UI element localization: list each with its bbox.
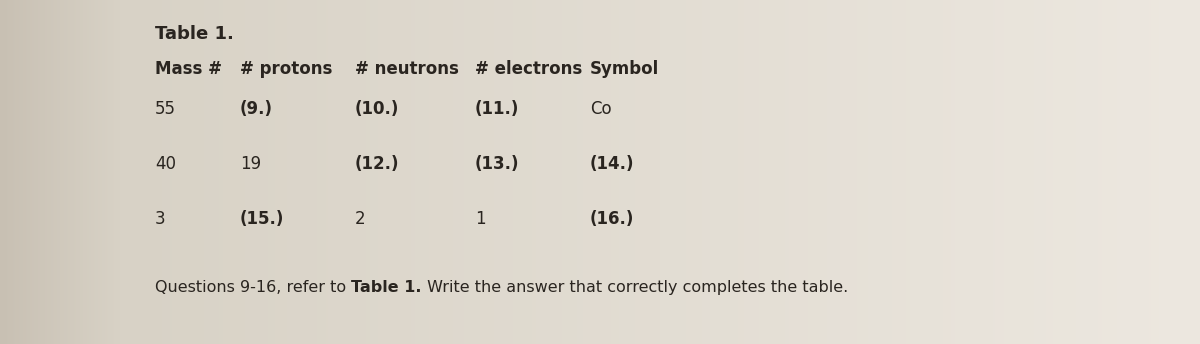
Text: # neutrons: # neutrons bbox=[355, 60, 458, 78]
Text: 1: 1 bbox=[475, 210, 486, 228]
Text: # protons: # protons bbox=[240, 60, 332, 78]
Text: Symbol: Symbol bbox=[590, 60, 659, 78]
Text: Mass #: Mass # bbox=[155, 60, 222, 78]
Text: Questions 9-16, refer to: Questions 9-16, refer to bbox=[155, 280, 352, 295]
Text: (13.): (13.) bbox=[475, 155, 520, 173]
Text: Table 1.: Table 1. bbox=[155, 25, 234, 43]
Text: (14.): (14.) bbox=[590, 155, 635, 173]
Text: (16.): (16.) bbox=[590, 210, 635, 228]
Text: 3: 3 bbox=[155, 210, 166, 228]
Text: (9.): (9.) bbox=[240, 100, 274, 118]
Text: Co: Co bbox=[590, 100, 612, 118]
Text: Write the answer that correctly completes the table.: Write the answer that correctly complete… bbox=[421, 280, 848, 295]
Text: 55: 55 bbox=[155, 100, 176, 118]
Text: Table 1.: Table 1. bbox=[352, 280, 421, 295]
Text: 2: 2 bbox=[355, 210, 366, 228]
Text: (12.): (12.) bbox=[355, 155, 400, 173]
Text: 40: 40 bbox=[155, 155, 176, 173]
Text: (15.): (15.) bbox=[240, 210, 284, 228]
Text: (11.): (11.) bbox=[475, 100, 520, 118]
Text: (10.): (10.) bbox=[355, 100, 400, 118]
Text: # electrons: # electrons bbox=[475, 60, 582, 78]
Text: 19: 19 bbox=[240, 155, 262, 173]
